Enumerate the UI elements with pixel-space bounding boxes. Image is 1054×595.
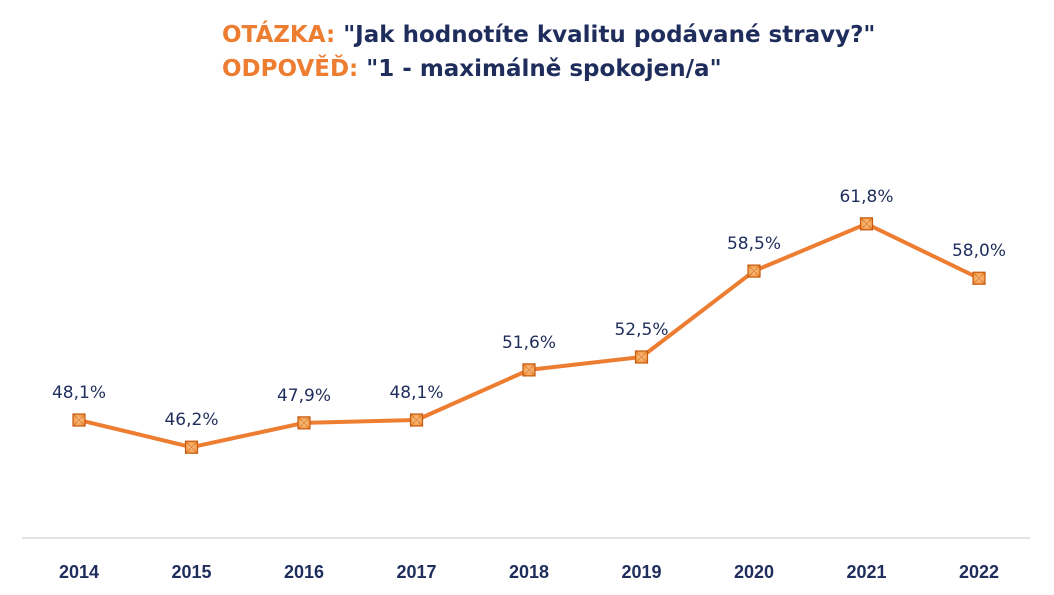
data-point-2016 — [297, 416, 311, 430]
x-tick-label-2022: 2022 — [959, 562, 999, 582]
data-label-2015: 46,2% — [164, 410, 218, 430]
x-tick-label-2017: 2017 — [396, 562, 436, 582]
chart-title: OTÁZKA: "Jak hodnotíte kvalitu podávané … — [222, 18, 1022, 86]
data-label-2019: 52,5% — [614, 320, 668, 340]
x-tick-label-2018: 2018 — [509, 562, 549, 582]
x-tick-label-2014: 2014 — [59, 562, 99, 582]
series-group: 48,1% 46,2% 47,9% 48,1% 51,6% 52,5% 58,5% 61,8%… — [52, 187, 1006, 454]
data-point-2021 — [859, 217, 874, 231]
x-tick-label-2021: 2021 — [846, 562, 886, 582]
x-tick-label-2015: 2015 — [171, 562, 211, 582]
question-label: OTÁZKA: — [222, 22, 336, 48]
data-point-2014 — [72, 413, 86, 427]
data-point-2018 — [522, 363, 536, 377]
data-point-2019 — [634, 350, 649, 364]
data-point-2015 — [184, 440, 199, 454]
answer-label: ODPOVĚĎ: — [222, 56, 359, 82]
data-point-2017 — [409, 413, 424, 427]
x-tick-labels: 2014 2015 2016 2017 2018 2019 2020 2021 2022 — [59, 562, 999, 582]
x-tick-label-2016: 2016 — [284, 562, 324, 582]
x-tick-label-2020: 2020 — [734, 562, 774, 582]
data-label-2014: 48,1% — [52, 383, 106, 403]
x-tick-label-2019: 2019 — [621, 562, 661, 582]
data-label-2020: 58,5% — [727, 234, 781, 254]
answer-text: "1 - maximálně spokojen/a" — [366, 56, 722, 82]
data-label-2021: 61,8% — [839, 187, 893, 207]
data-label-2022: 58,0% — [952, 241, 1006, 261]
data-point-2022 — [972, 271, 986, 285]
data-label-2016: 47,9% — [277, 386, 331, 406]
data-label-2017: 48,1% — [389, 383, 443, 403]
question-text: "Jak hodnotíte kvalitu podávané stravy?" — [343, 22, 876, 48]
answer-line: ODPOVĚĎ: "1 - maximálně spokojen/a" — [222, 52, 1022, 86]
data-point-2020 — [747, 264, 761, 278]
question-line: OTÁZKA: "Jak hodnotíte kvalitu podávané … — [222, 18, 1022, 52]
data-label-2018: 51,6% — [502, 333, 556, 353]
